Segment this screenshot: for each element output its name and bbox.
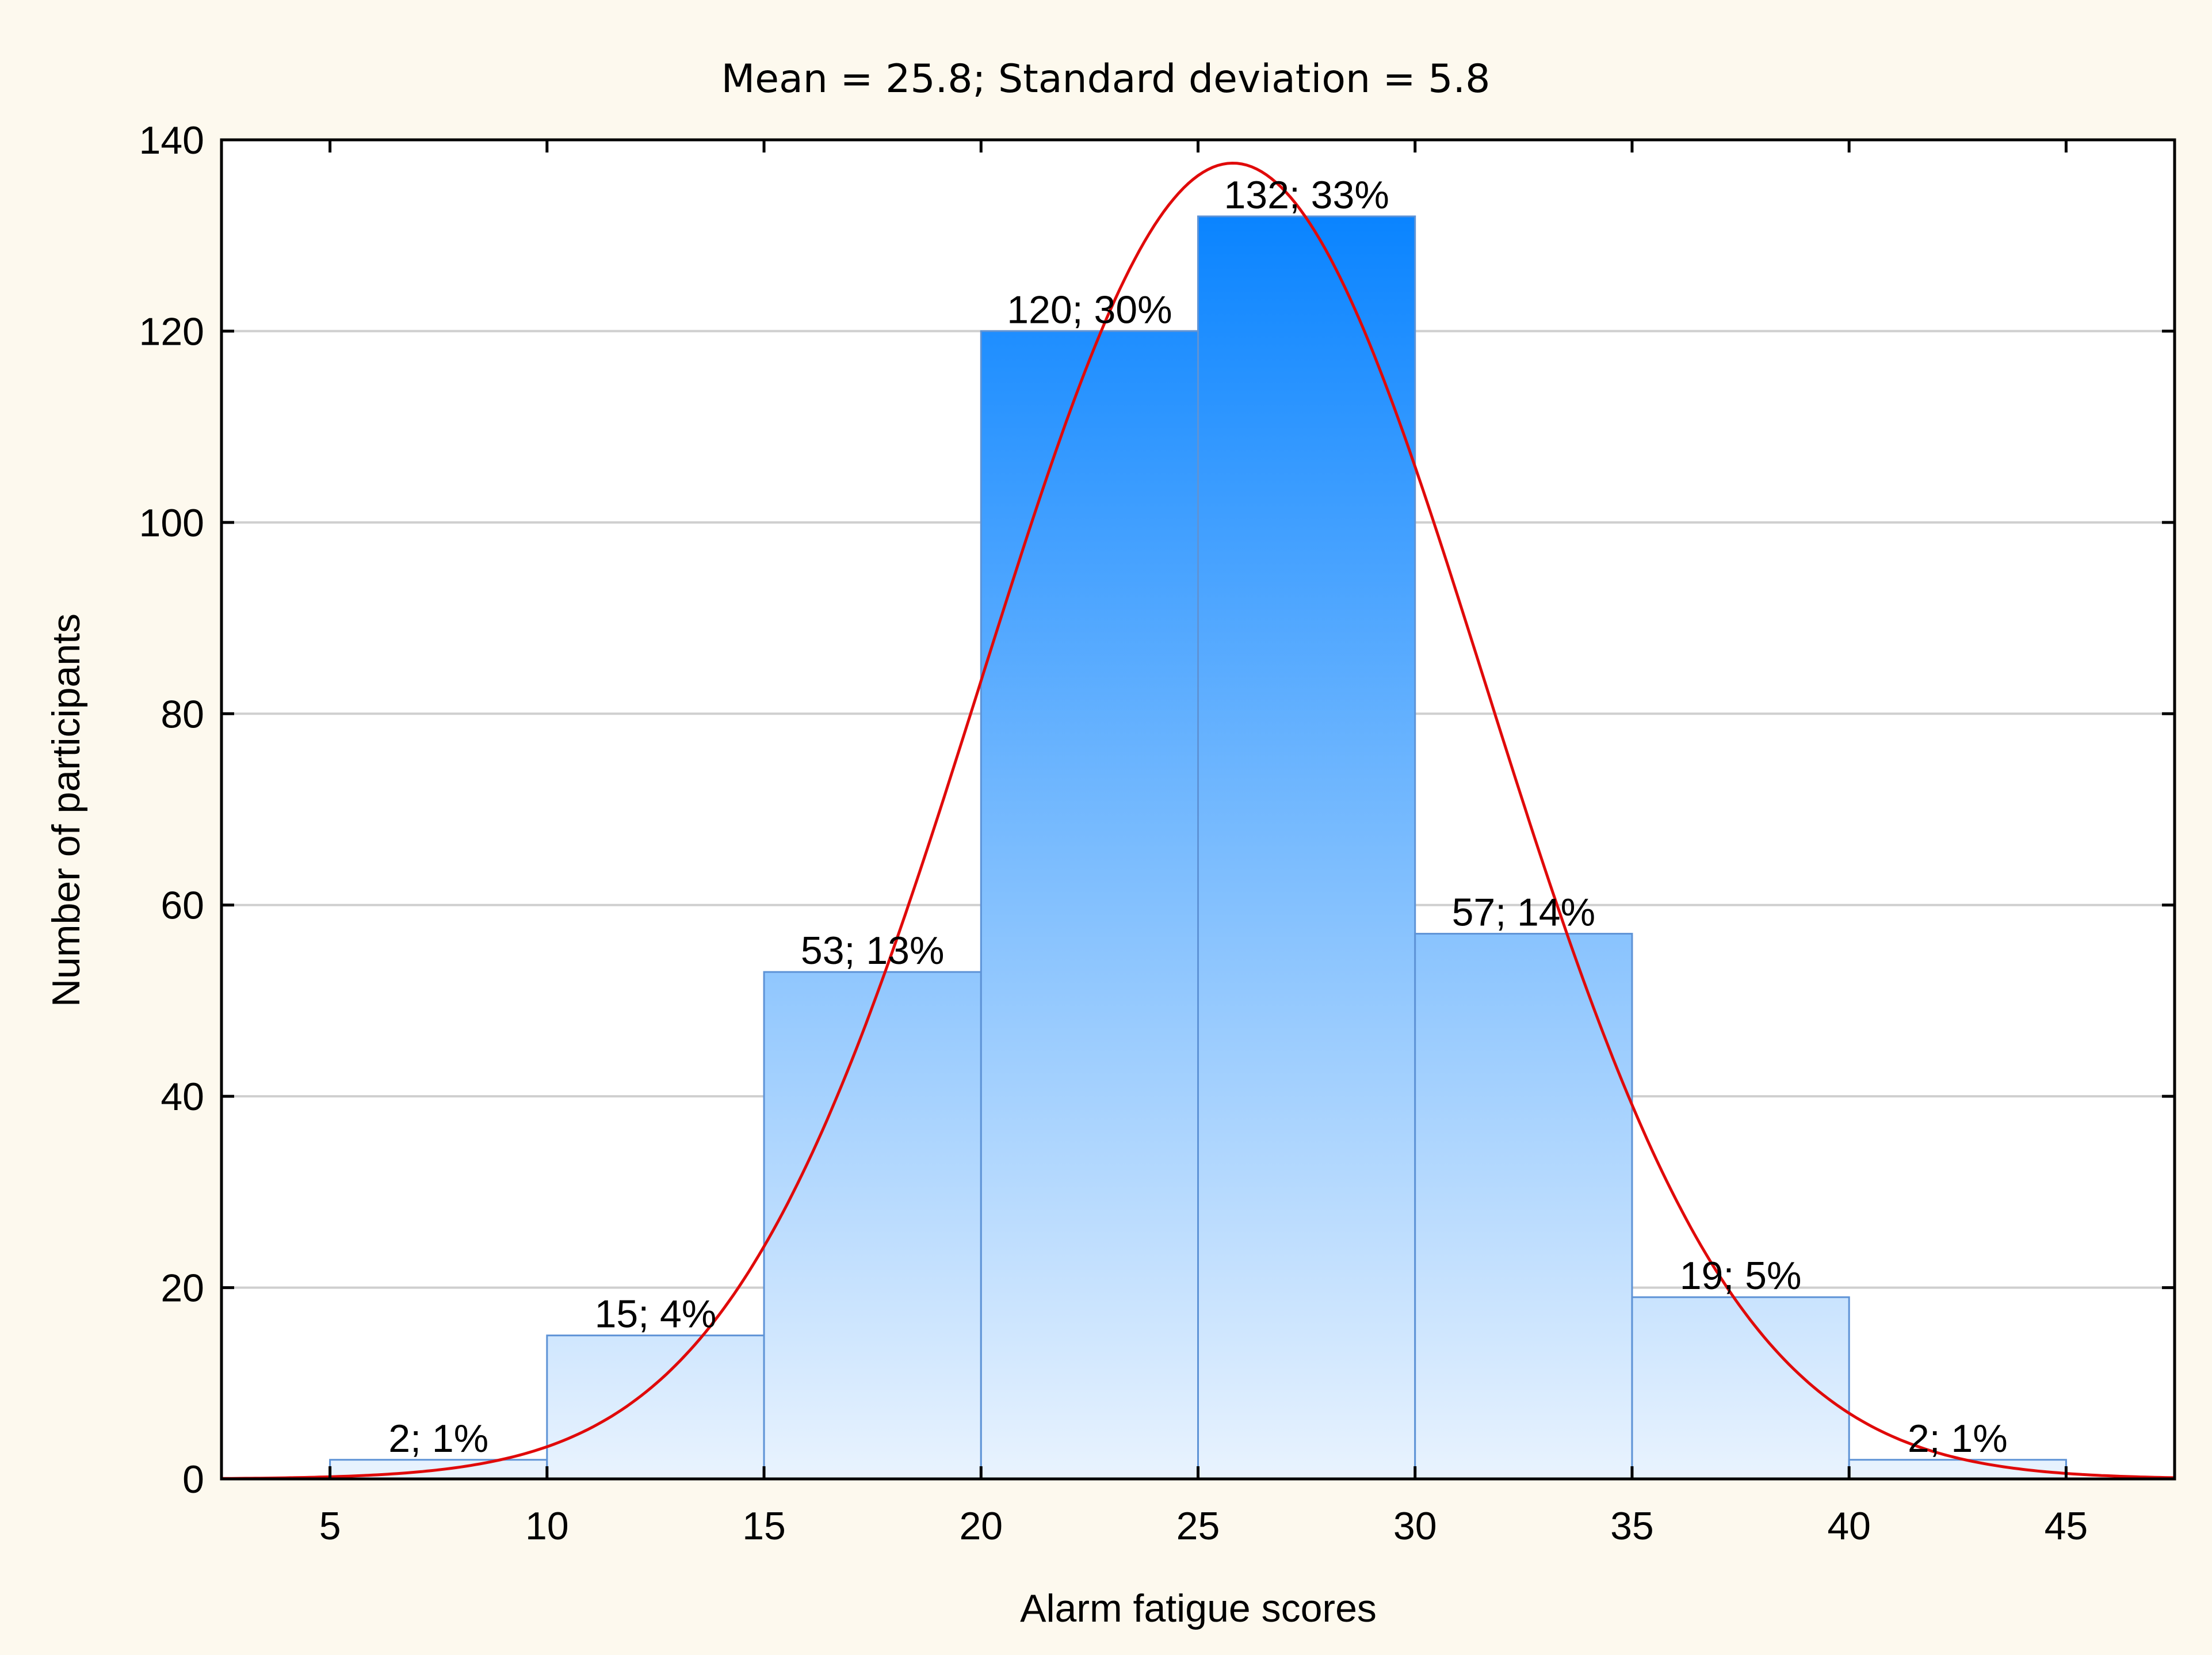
x-axis-title: Alarm fatigue scores	[1020, 1587, 1377, 1630]
y-tick-label-120: 120	[139, 310, 204, 353]
normal-curve-group	[221, 161, 2175, 1480]
x-tick-label-5: 5	[319, 1504, 341, 1548]
y-tick-label-100: 100	[139, 501, 204, 545]
y-tick-label-40: 40	[161, 1075, 204, 1119]
bar-30-35	[1414, 933, 1633, 1480]
normal-curve	[221, 161, 2175, 1480]
x-tick-labels: 5 10 15 20 25 30 35 40 45	[319, 1504, 2088, 1548]
x-tick-label-35: 35	[1610, 1504, 1654, 1548]
bar-label-10-15: 15; 4%	[595, 1292, 717, 1336]
x-tick-label-20: 20	[959, 1504, 1003, 1548]
bar-label-25-30: 132; 33%	[1224, 173, 1389, 217]
y-tick-label-0: 0	[182, 1458, 204, 1501]
bars	[329, 215, 2067, 1480]
y-axis-title: Number of participants	[44, 613, 88, 1007]
bar-label-5-10: 2; 1%	[388, 1417, 488, 1460]
chart-title: Mean = 25.8; Standard deviation = 5.8	[721, 56, 1491, 102]
bar-20-25	[980, 330, 1199, 1480]
bar-labels: 2; 1% 15; 4% 53; 13% 120; 30% 132; 33% 57; 14…	[388, 173, 2007, 1460]
x-tick-label-30: 30	[1393, 1504, 1437, 1548]
y-tick-label-60: 60	[161, 884, 204, 928]
bar-label-35-40: 19; 5%	[1680, 1254, 1802, 1298]
y-tick-label-80: 80	[161, 692, 204, 736]
bar-label-40-45: 2; 1%	[1908, 1417, 2008, 1460]
bar-10-15	[546, 1334, 765, 1480]
bar-label-15-20: 53; 13%	[801, 929, 945, 973]
x-tick-label-25: 25	[1176, 1504, 1220, 1548]
x-tick-label-45: 45	[2045, 1504, 2088, 1548]
axis-ticks	[221, 138, 2175, 1481]
bar-label-20-25: 120; 30%	[1007, 288, 1172, 331]
bar-25-30	[1197, 215, 1416, 1480]
y-tick-labels: 0 20 40 60 80 100 120 140	[139, 119, 204, 1501]
y-tick-label-20: 20	[161, 1267, 204, 1310]
x-tick-label-10: 10	[525, 1504, 569, 1548]
x-tick-label-15: 15	[742, 1504, 786, 1548]
y-tick-label-140: 140	[139, 119, 204, 162]
bar-15-20	[763, 971, 982, 1480]
bar-label-30-35: 57; 14%	[1452, 891, 1596, 935]
x-tick-label-40: 40	[1827, 1504, 1871, 1548]
